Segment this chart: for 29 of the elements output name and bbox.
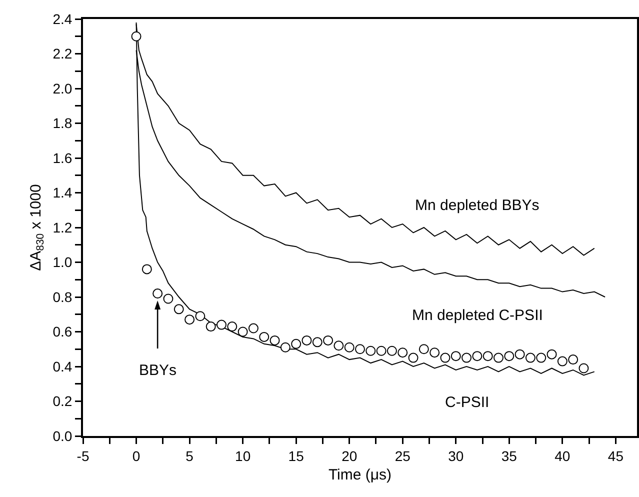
x-tick-label: 5 bbox=[186, 448, 194, 464]
x-tick-label: 10 bbox=[235, 448, 251, 464]
x-tick-label: 30 bbox=[448, 448, 464, 464]
y-tick-label: 0.2 bbox=[52, 393, 72, 410]
y-tick-label: 1.2 bbox=[52, 219, 72, 236]
x-tick-label: 25 bbox=[394, 448, 411, 464]
series-label: Mn depleted BBYs bbox=[415, 197, 540, 214]
y-tick-label: 0.0 bbox=[52, 428, 72, 444]
y-tick-label: 2.0 bbox=[52, 80, 72, 96]
y-tick-label: 1.8 bbox=[52, 115, 72, 132]
y-tick-label: 1.0 bbox=[52, 254, 72, 270]
y-tick-label: 2.2 bbox=[52, 46, 72, 62]
x-tick-label: -5 bbox=[76, 448, 90, 464]
x-tick-label: 0 bbox=[132, 448, 140, 464]
x-tick-label: 40 bbox=[554, 448, 570, 464]
x-tick-label: 45 bbox=[608, 448, 624, 464]
x-tick-label: 15 bbox=[288, 448, 304, 464]
series-label: Mn depleted C-PSII bbox=[412, 307, 543, 324]
x-axis-title: Time (μs) bbox=[328, 466, 392, 484]
x-tick-label: 20 bbox=[342, 448, 358, 464]
y-tick-label: 1.6 bbox=[52, 150, 72, 166]
text: BBYs bbox=[139, 362, 177, 379]
y-tick-label: 1.4 bbox=[52, 184, 72, 201]
y-tick-label: 2.4 bbox=[52, 10, 72, 27]
y-tick-label: 0.4 bbox=[52, 358, 72, 374]
series-label: C-PSII bbox=[445, 394, 490, 411]
y-tick-label: 0.8 bbox=[52, 288, 72, 305]
x-tick-label: 35 bbox=[501, 448, 518, 464]
y-tick-label: 0.6 bbox=[52, 324, 72, 340]
